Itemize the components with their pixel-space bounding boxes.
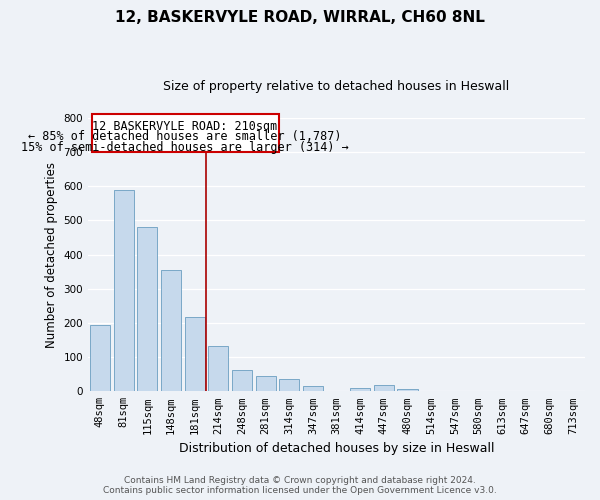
Bar xyxy=(137,227,157,392)
Bar xyxy=(374,385,394,392)
Bar xyxy=(350,388,370,392)
Bar xyxy=(90,326,110,392)
Text: ← 85% of detached houses are smaller (1,787): ← 85% of detached houses are smaller (1,… xyxy=(28,130,342,143)
Bar xyxy=(208,346,228,392)
Text: 15% of semi-detached houses are larger (314) →: 15% of semi-detached houses are larger (… xyxy=(21,140,349,153)
Text: Contains HM Land Registry data © Crown copyright and database right 2024.
Contai: Contains HM Land Registry data © Crown c… xyxy=(103,476,497,495)
Title: Size of property relative to detached houses in Heswall: Size of property relative to detached ho… xyxy=(163,80,509,93)
Bar xyxy=(279,378,299,392)
Bar xyxy=(397,389,418,392)
Text: 12, BASKERVYLE ROAD, WIRRAL, CH60 8NL: 12, BASKERVYLE ROAD, WIRRAL, CH60 8NL xyxy=(115,10,485,25)
Y-axis label: Number of detached properties: Number of detached properties xyxy=(45,162,58,348)
Bar xyxy=(232,370,252,392)
Bar xyxy=(113,190,134,392)
Bar xyxy=(92,114,278,152)
Bar xyxy=(185,317,205,392)
Bar xyxy=(256,376,275,392)
Bar xyxy=(303,386,323,392)
Text: 12 BASKERVYLE ROAD: 210sqm: 12 BASKERVYLE ROAD: 210sqm xyxy=(92,120,278,133)
Bar xyxy=(161,270,181,392)
X-axis label: Distribution of detached houses by size in Heswall: Distribution of detached houses by size … xyxy=(179,442,494,455)
